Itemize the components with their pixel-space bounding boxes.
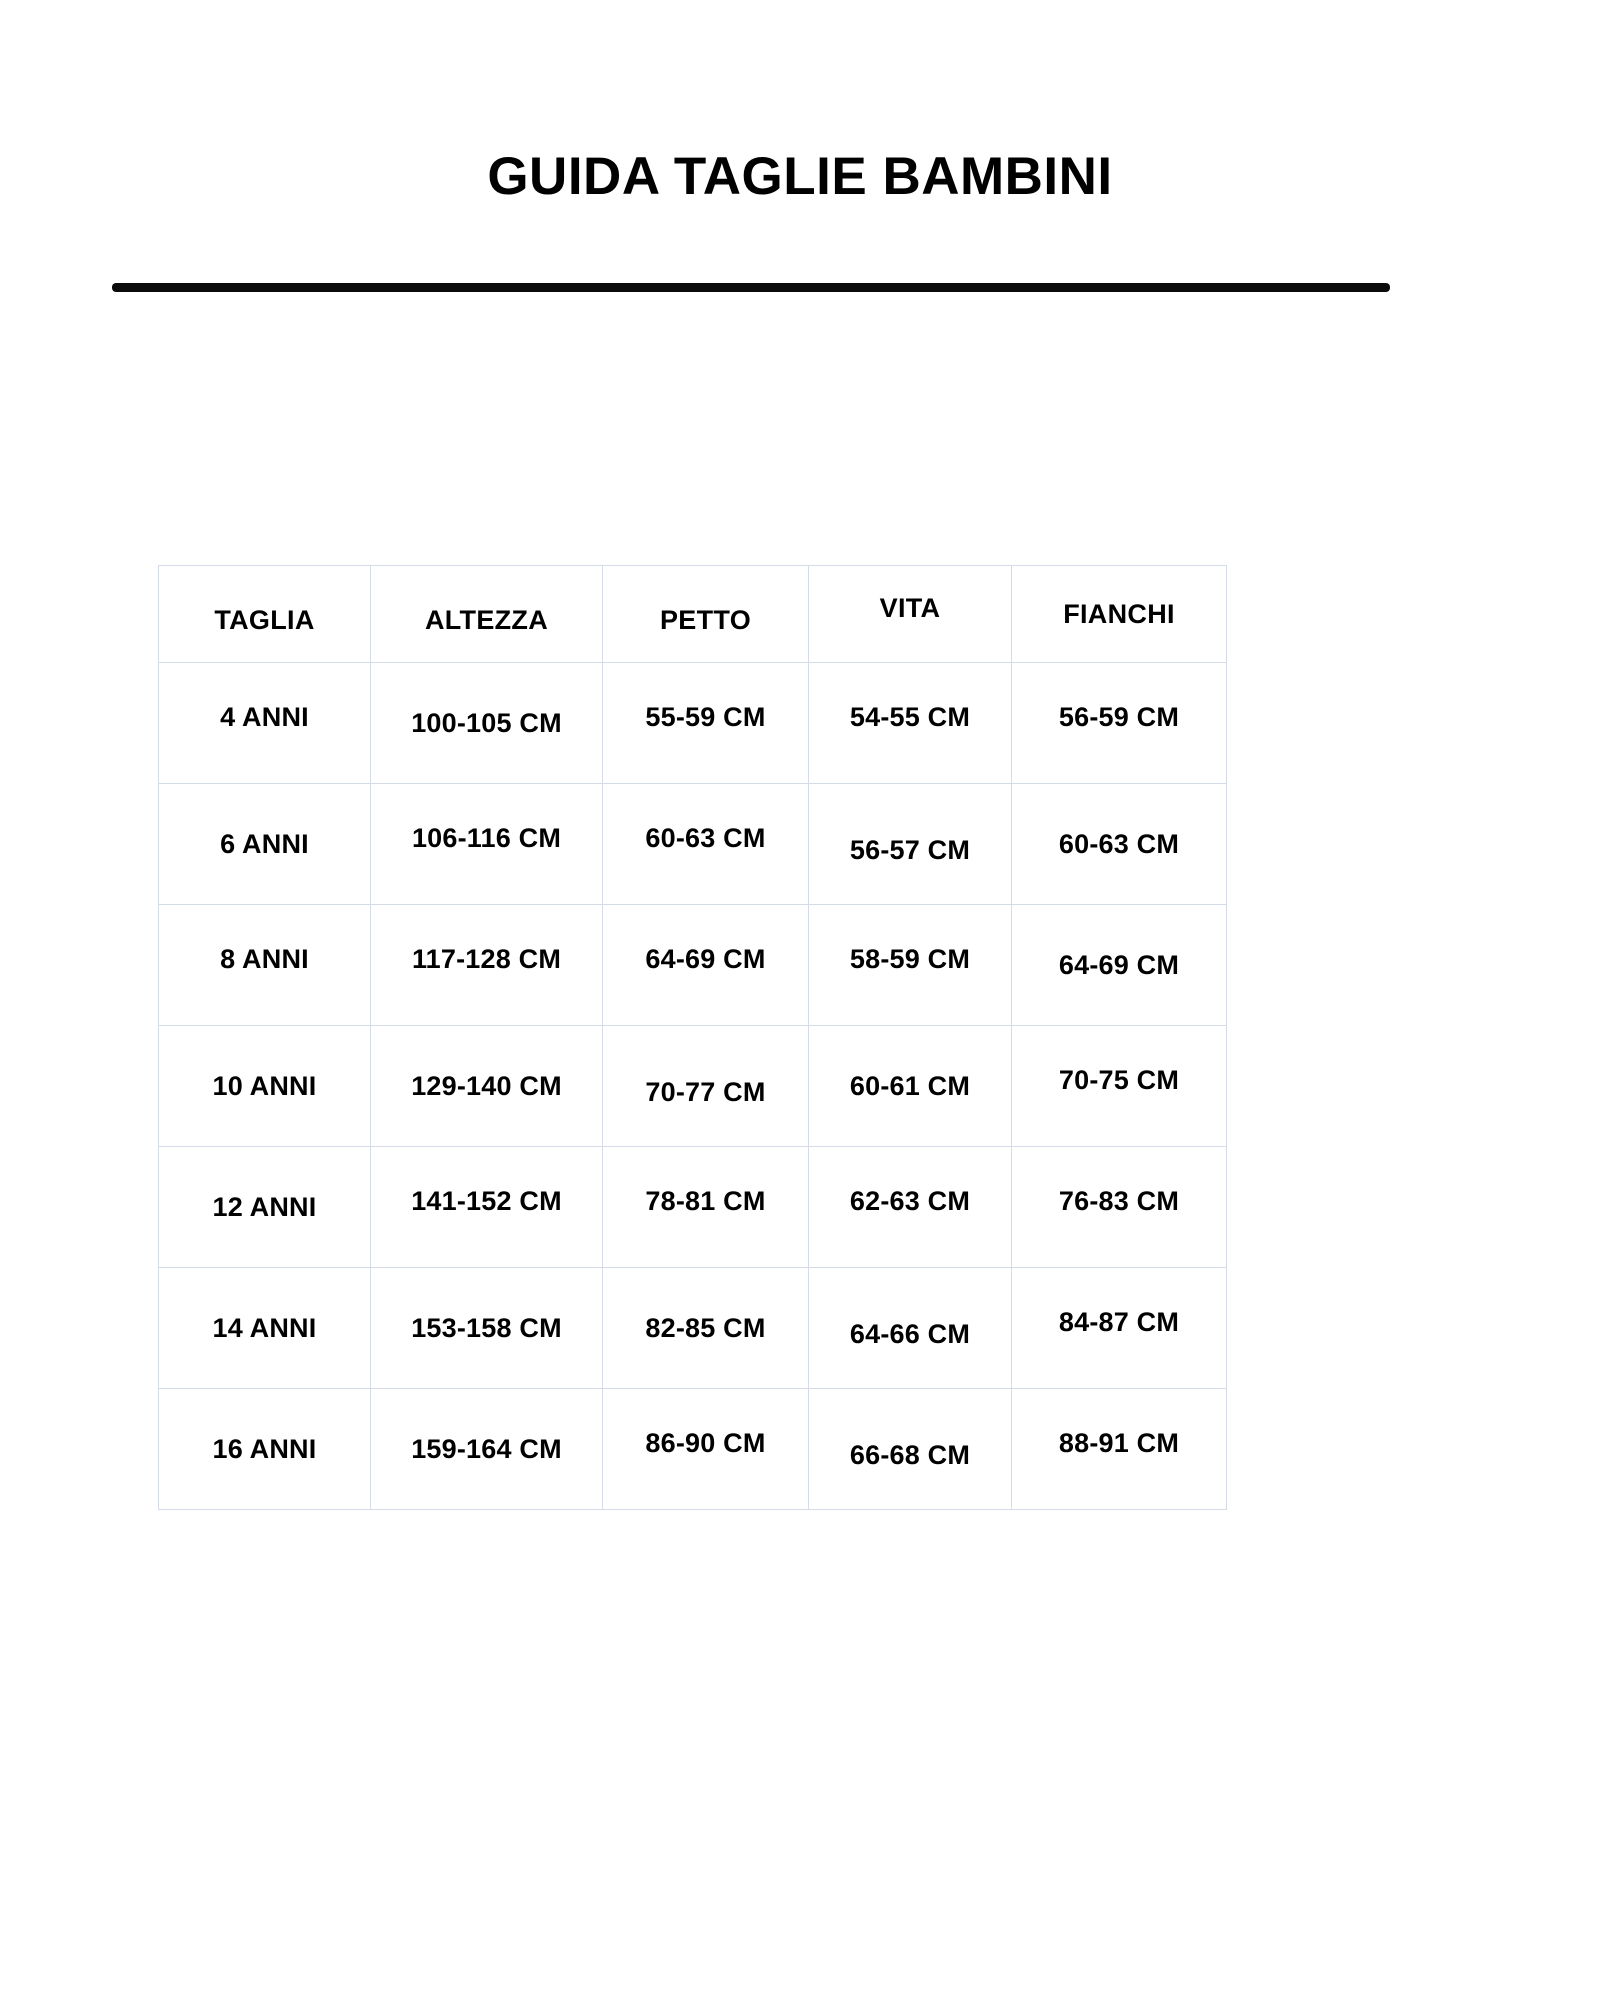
cell-fianchi: 84-87 CM xyxy=(1011,1267,1227,1389)
size-chart-table-wrapper: TAGLIA ALTEZZA PETTO VITA FIANCHI 4 ANNI… xyxy=(158,565,1227,1510)
title-block: GUIDA TAGLIE BAMBINI xyxy=(0,150,1600,203)
cell-petto-value: 78-81 CM xyxy=(645,1185,766,1216)
cell-petto: 78-81 CM xyxy=(602,1146,809,1268)
cell-fianchi-value: 76-83 CM xyxy=(1058,1185,1180,1216)
cell-petto: 86-90 CM xyxy=(602,1388,809,1510)
cell-altezza: 129-140 CM xyxy=(370,1025,603,1147)
cell-vita-value: 66-68 CM xyxy=(849,1439,971,1470)
cell-altezza-value: 100-105 CM xyxy=(411,707,562,738)
cell-altezza: 159-164 CM xyxy=(370,1388,603,1510)
cell-fianchi-value: 70-75 CM xyxy=(1058,1064,1180,1095)
column-header-altezza-label: ALTEZZA xyxy=(424,604,549,635)
cell-altezza-value: 106-116 CM xyxy=(411,822,562,853)
cell-taglia-value: 14 ANNI xyxy=(212,1312,317,1343)
cell-vita: 58-59 CM xyxy=(808,904,1012,1026)
cell-petto: 64-69 CM xyxy=(602,904,809,1026)
cell-petto-value: 82-85 CM xyxy=(645,1312,766,1343)
page-title: GUIDA TAGLIE BAMBINI xyxy=(487,147,1113,206)
cell-petto: 82-85 CM xyxy=(602,1267,809,1389)
table-header: TAGLIA ALTEZZA PETTO VITA FIANCHI xyxy=(158,565,1227,663)
size-chart-table: TAGLIA ALTEZZA PETTO VITA FIANCHI 4 ANNI… xyxy=(158,565,1227,1510)
column-header-petto: PETTO xyxy=(602,565,809,663)
cell-fianchi: 60-63 CM xyxy=(1011,783,1227,905)
cell-fianchi: 76-83 CM xyxy=(1011,1146,1227,1268)
table-row: 4 ANNI 100-105 CM 55-59 CM 54-55 CM 56-5… xyxy=(158,662,1227,784)
cell-taglia: 8 ANNI xyxy=(158,904,371,1026)
cell-petto-value: 64-69 CM xyxy=(645,943,766,974)
cell-taglia-value: 6 ANNI xyxy=(220,828,309,859)
cell-fianchi: 56-59 CM xyxy=(1011,662,1227,784)
cell-petto: 55-59 CM xyxy=(602,662,809,784)
cell-petto: 70-77 CM xyxy=(602,1025,809,1147)
cell-vita: 66-68 CM xyxy=(808,1388,1012,1510)
cell-taglia: 12 ANNI xyxy=(158,1146,371,1268)
cell-taglia-value: 4 ANNI xyxy=(220,701,309,732)
cell-vita: 64-66 CM xyxy=(808,1267,1012,1389)
cell-taglia: 10 ANNI xyxy=(158,1025,371,1147)
cell-vita: 62-63 CM xyxy=(808,1146,1012,1268)
table-row: 10 ANNI 129-140 CM 70-77 CM 60-61 CM 70-… xyxy=(158,1025,1227,1147)
table-body: 4 ANNI 100-105 CM 55-59 CM 54-55 CM 56-5… xyxy=(158,662,1227,1510)
column-header-fianchi: FIANCHI xyxy=(1011,565,1227,663)
column-header-taglia: TAGLIA xyxy=(158,565,371,663)
table-row: 6 ANNI 106-116 CM 60-63 CM 56-57 CM 60-6… xyxy=(158,783,1227,905)
cell-altezza-value: 129-140 CM xyxy=(411,1070,562,1101)
cell-petto-value: 60-63 CM xyxy=(645,822,766,853)
column-header-taglia-label: TAGLIA xyxy=(214,604,315,635)
table-row: 14 ANNI 153-158 CM 82-85 CM 64-66 CM 84-… xyxy=(158,1267,1227,1389)
cell-vita-value: 60-61 CM xyxy=(849,1070,971,1101)
column-header-fianchi-label: FIANCHI xyxy=(1063,598,1175,629)
column-header-petto-label: PETTO xyxy=(659,604,752,635)
cell-altezza-value: 117-128 CM xyxy=(411,943,562,974)
cell-fianchi-value: 60-63 CM xyxy=(1058,828,1180,859)
cell-vita: 60-61 CM xyxy=(808,1025,1012,1147)
cell-altezza: 100-105 CM xyxy=(370,662,603,784)
cell-altezza: 153-158 CM xyxy=(370,1267,603,1389)
column-header-vita: VITA xyxy=(808,565,1012,663)
cell-fianchi: 88-91 CM xyxy=(1011,1388,1227,1510)
table-row: 12 ANNI 141-152 CM 78-81 CM 62-63 CM 76-… xyxy=(158,1146,1227,1268)
column-header-altezza: ALTEZZA xyxy=(370,565,603,663)
cell-vita-value: 64-66 CM xyxy=(849,1318,971,1349)
cell-fianchi: 70-75 CM xyxy=(1011,1025,1227,1147)
cell-petto: 60-63 CM xyxy=(602,783,809,905)
cell-fianchi-value: 56-59 CM xyxy=(1058,701,1180,732)
cell-altezza: 117-128 CM xyxy=(370,904,603,1026)
cell-altezza-value: 153-158 CM xyxy=(411,1312,562,1343)
cell-vita-value: 56-57 CM xyxy=(849,834,971,865)
cell-taglia: 4 ANNI xyxy=(158,662,371,784)
cell-fianchi-value: 84-87 CM xyxy=(1058,1306,1180,1337)
cell-taglia: 16 ANNI xyxy=(158,1388,371,1510)
column-header-vita-label: VITA xyxy=(879,592,941,623)
cell-vita: 56-57 CM xyxy=(808,783,1012,905)
cell-fianchi: 64-69 CM xyxy=(1011,904,1227,1026)
cell-altezza-value: 159-164 CM xyxy=(411,1433,562,1464)
cell-vita-value: 58-59 CM xyxy=(849,943,971,974)
cell-taglia: 6 ANNI xyxy=(158,783,371,905)
cell-altezza-value: 141-152 CM xyxy=(411,1185,562,1216)
cell-taglia-value: 12 ANNI xyxy=(212,1191,317,1222)
table-row: 8 ANNI 117-128 CM 64-69 CM 58-59 CM 64-6… xyxy=(158,904,1227,1026)
cell-taglia-value: 16 ANNI xyxy=(212,1433,317,1464)
cell-fianchi-value: 88-91 CM xyxy=(1058,1427,1180,1458)
cell-taglia-value: 8 ANNI xyxy=(220,943,309,974)
title-divider xyxy=(112,283,1390,292)
table-header-row: TAGLIA ALTEZZA PETTO VITA FIANCHI xyxy=(158,565,1227,663)
cell-taglia-value: 10 ANNI xyxy=(212,1070,317,1101)
cell-petto-value: 86-90 CM xyxy=(645,1427,766,1458)
cell-vita-value: 62-63 CM xyxy=(849,1185,971,1216)
cell-petto-value: 70-77 CM xyxy=(645,1076,766,1107)
cell-petto-value: 55-59 CM xyxy=(645,701,766,732)
cell-vita-value: 54-55 CM xyxy=(849,701,971,732)
cell-altezza: 106-116 CM xyxy=(370,783,603,905)
cell-altezza: 141-152 CM xyxy=(370,1146,603,1268)
cell-vita: 54-55 CM xyxy=(808,662,1012,784)
cell-taglia: 14 ANNI xyxy=(158,1267,371,1389)
table-row: 16 ANNI 159-164 CM 86-90 CM 66-68 CM 88-… xyxy=(158,1388,1227,1510)
cell-fianchi-value: 64-69 CM xyxy=(1058,949,1180,980)
